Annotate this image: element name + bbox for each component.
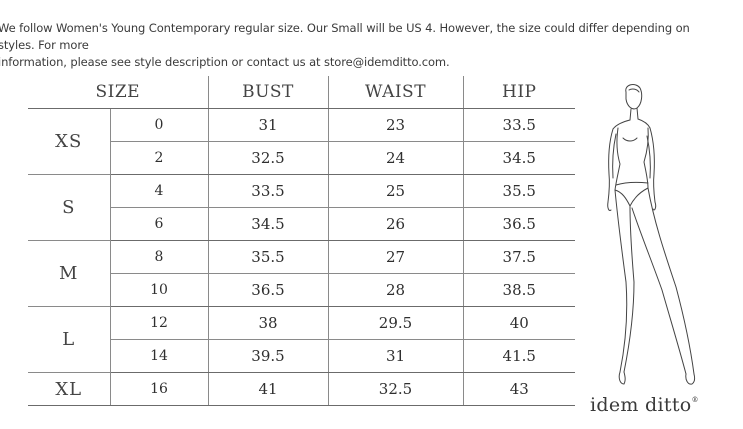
intro-line-1: We follow Women's Young Contemporary reg… <box>0 21 690 52</box>
us-size-cell: 16 <box>110 372 209 406</box>
bust-cell: 41 <box>208 372 329 406</box>
table-row: M 8 35.5 27 37.5 <box>28 240 575 307</box>
header-hip: HIP <box>463 76 575 109</box>
us-size-cell: 14 <box>110 339 209 373</box>
us-size-cell: 4 <box>110 174 209 208</box>
us-size-cell: 12 <box>110 306 209 340</box>
hip-cell: 37.5 <box>463 240 575 274</box>
size-label-m: M <box>28 240 111 307</box>
waist-cell: 27 <box>328 240 464 274</box>
hip-cell: 33.5 <box>463 108 575 142</box>
hip-cell: 38.5 <box>463 273 575 307</box>
intro-line-2: information, please see style descriptio… <box>0 55 450 69</box>
waist-cell: 28 <box>328 273 464 307</box>
bust-cell: 32.5 <box>208 141 329 175</box>
waist-cell: 24 <box>328 141 464 175</box>
brand-logo: idem ditto® <box>590 394 699 416</box>
waist-cell: 25 <box>328 174 464 208</box>
table-header-row: SIZE BUST WAIST HIP <box>28 76 575 109</box>
bust-cell: 38 <box>208 306 329 340</box>
us-size-cell: 6 <box>110 207 209 241</box>
waist-cell: 23 <box>328 108 464 142</box>
us-size-cell: 0 <box>110 108 209 142</box>
hip-cell: 41.5 <box>463 339 575 373</box>
header-bust: BUST <box>208 76 329 109</box>
fashion-figure-illustration <box>596 82 712 388</box>
bust-cell: 31 <box>208 108 329 142</box>
brand-name: idem ditto <box>590 394 692 416</box>
hip-cell: 35.5 <box>463 174 575 208</box>
waist-cell: 26 <box>328 207 464 241</box>
us-size-cell: 2 <box>110 141 209 175</box>
size-label-xl: XL <box>28 372 111 406</box>
registered-mark: ® <box>691 396 699 404</box>
bust-cell: 34.5 <box>208 207 329 241</box>
header-waist: WAIST <box>328 76 464 109</box>
table-row: 6 34.5 26 36.5 <box>28 207 575 241</box>
table-row: XL 16 41 32.5 43 <box>28 372 575 406</box>
table-row: XS 0 31 23 33.5 <box>28 108 575 175</box>
bust-cell: 36.5 <box>208 273 329 307</box>
size-label-s: S <box>28 174 111 241</box>
size-label-xs: XS <box>28 108 111 175</box>
waist-cell: 29.5 <box>328 306 464 340</box>
bust-cell: 33.5 <box>208 174 329 208</box>
hip-cell: 40 <box>463 306 575 340</box>
bust-cell: 35.5 <box>208 240 329 274</box>
us-size-cell: 10 <box>110 273 209 307</box>
table-row: L 12 38 29.5 40 <box>28 306 575 373</box>
intro-text: We follow Women's Young Contemporary reg… <box>0 20 698 71</box>
waist-cell: 31 <box>328 339 464 373</box>
hip-cell: 34.5 <box>463 141 575 175</box>
hip-cell: 43 <box>463 372 575 406</box>
us-size-cell: 8 <box>110 240 209 274</box>
table-row: 2 32.5 24 34.5 <box>28 141 575 175</box>
bust-cell: 39.5 <box>208 339 329 373</box>
croquis-icon <box>607 84 696 385</box>
table-row: 14 39.5 31 41.5 <box>28 339 575 373</box>
waist-cell: 32.5 <box>328 372 464 406</box>
table-row: 10 36.5 28 38.5 <box>28 273 575 307</box>
size-chart-table: SIZE BUST WAIST HIP XS 0 31 23 33.5 2 32… <box>28 76 575 406</box>
header-size: SIZE <box>28 76 209 109</box>
size-label-l: L <box>28 306 111 373</box>
hip-cell: 36.5 <box>463 207 575 241</box>
table-row: S 4 33.5 25 35.5 <box>28 174 575 241</box>
